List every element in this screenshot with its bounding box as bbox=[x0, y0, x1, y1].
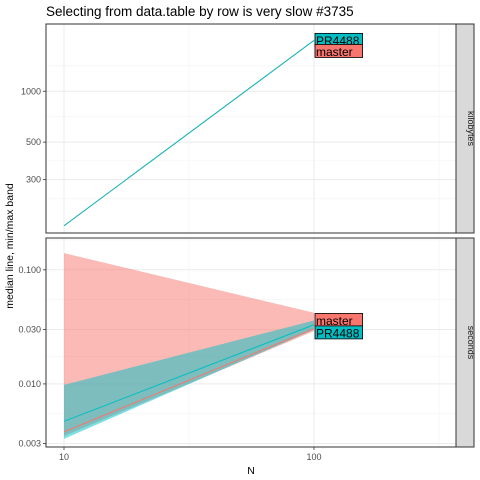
y-tick-label: 0.010 bbox=[18, 379, 41, 389]
y-axis-label: median line, min/max band bbox=[4, 183, 16, 309]
direct-label-master: master bbox=[316, 45, 353, 59]
facet-strip bbox=[455, 23, 475, 234]
panel-background bbox=[46, 24, 456, 233]
y-tick-label: 500 bbox=[26, 137, 41, 147]
median-line-PR4488 bbox=[63, 39, 315, 227]
median-line-master bbox=[63, 328, 315, 433]
facet-strip-label: kilobytes bbox=[466, 111, 476, 147]
band-PR4488 bbox=[64, 320, 314, 439]
direct-label-PR4488: PR4488 bbox=[316, 326, 360, 340]
y-tick-label: 300 bbox=[26, 175, 41, 185]
facet-strip bbox=[455, 237, 475, 448]
direct-label-box-PR4488 bbox=[314, 325, 363, 340]
y-tick-label: 0.030 bbox=[18, 324, 41, 334]
x-tick-label: 10 bbox=[59, 452, 69, 462]
median-line-PR4488 bbox=[63, 324, 315, 422]
x-axis-label: N bbox=[247, 465, 255, 477]
chart-title: Selecting from data.table by row is very… bbox=[46, 4, 354, 19]
facet-strip-label: seconds bbox=[466, 326, 476, 360]
direct-label-master: master bbox=[316, 314, 353, 328]
direct-label-box-master bbox=[314, 44, 363, 58]
x-tick-label: 100 bbox=[306, 452, 321, 462]
y-tick-label: 0.100 bbox=[18, 265, 41, 275]
y-tick-label: 1000 bbox=[21, 86, 41, 96]
facet-panels: 3005001000PR4488masterkilobytes0.0030.01… bbox=[18, 23, 476, 462]
y-tick-label: 0.003 bbox=[18, 439, 41, 449]
